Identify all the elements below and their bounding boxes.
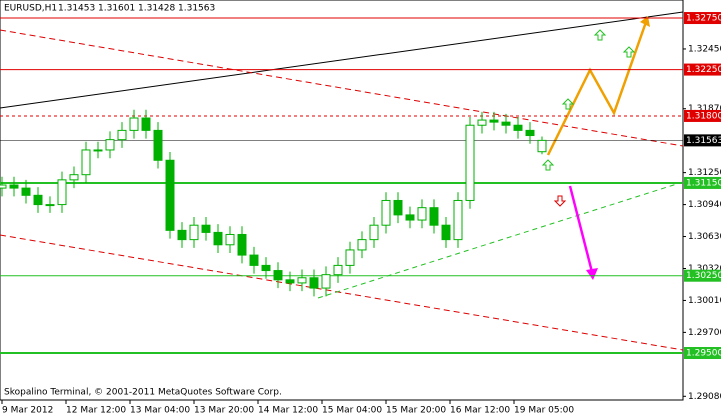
candle-body bbox=[201, 224, 211, 233]
x-tick-label: 12 Mar 12:00 bbox=[66, 406, 126, 416]
candle-body bbox=[21, 187, 31, 196]
candle-body bbox=[237, 233, 247, 256]
candle-body bbox=[117, 129, 127, 141]
y-tick-label: 1.31250 bbox=[688, 168, 721, 178]
candle-body bbox=[249, 254, 259, 266]
y-tick-label: 1.29700 bbox=[688, 328, 721, 338]
level-label-box bbox=[684, 269, 721, 282]
candle-body bbox=[189, 224, 199, 241]
candle-body bbox=[477, 119, 487, 126]
level-label-box bbox=[684, 347, 721, 360]
symbol: EURUSD,H1 bbox=[4, 4, 57, 14]
candle-body bbox=[441, 224, 451, 241]
trend-line bbox=[317, 181, 684, 299]
x-tick-label: 15 Mar 04:00 bbox=[322, 406, 382, 416]
candle-body bbox=[453, 199, 463, 241]
candle-body bbox=[333, 264, 343, 276]
y-tick-label: 1.30940 bbox=[688, 200, 721, 210]
candle-body bbox=[417, 207, 427, 221]
trend-line bbox=[0, 29, 684, 147]
level-label-box bbox=[684, 109, 721, 122]
candle-body bbox=[213, 231, 223, 246]
candle-body bbox=[141, 117, 151, 131]
candle-body bbox=[129, 117, 139, 131]
candle-body bbox=[273, 270, 283, 281]
candle-body bbox=[309, 277, 319, 289]
candle-body bbox=[165, 159, 175, 231]
candle-body bbox=[45, 204, 55, 207]
candle-body bbox=[93, 149, 103, 152]
y-tick-label: 1.30010 bbox=[688, 296, 721, 306]
level-label-box bbox=[684, 12, 721, 25]
candle-body bbox=[0, 184, 7, 189]
plot-frame bbox=[0, 0, 684, 401]
candle-body bbox=[321, 274, 331, 289]
candle-body bbox=[153, 129, 163, 161]
down-signal bbox=[553, 195, 567, 207]
level-label-box bbox=[684, 134, 721, 147]
ohlc-value: 1.31563 bbox=[178, 4, 215, 14]
candle-body bbox=[489, 119, 499, 123]
candle-body bbox=[393, 199, 403, 216]
y-tick-label: 1.30630 bbox=[688, 232, 721, 242]
x-tick-label: 14 Mar 12:00 bbox=[258, 406, 318, 416]
candle-body bbox=[69, 174, 79, 181]
candle-body bbox=[525, 129, 535, 137]
candle-body bbox=[261, 264, 271, 272]
x-tick-label: 13 Mar 04:00 bbox=[130, 406, 190, 416]
candle-body bbox=[105, 139, 115, 151]
candle-body bbox=[501, 121, 511, 126]
candle-body bbox=[513, 124, 523, 131]
candle-body bbox=[345, 249, 355, 266]
candle-body bbox=[357, 239, 367, 251]
ohlc-value: 1.31601 bbox=[98, 4, 135, 14]
candle-body bbox=[429, 207, 439, 226]
level-label-box bbox=[684, 176, 721, 189]
candle-body bbox=[81, 149, 91, 176]
y-tick-label: 1.30320 bbox=[688, 264, 721, 274]
x-tick-label: 13 Mar 20:00 bbox=[194, 406, 254, 416]
forecast-arrow bbox=[568, 185, 594, 273]
arrow-head bbox=[586, 268, 598, 280]
x-tick-label: 15 Mar 20:00 bbox=[386, 406, 446, 416]
arrow-head bbox=[640, 16, 650, 27]
candle-body bbox=[369, 224, 379, 241]
level-label: 1.32750 bbox=[686, 14, 721, 24]
level-label: 1.31800 bbox=[686, 111, 721, 121]
level-label: 1.31563 bbox=[686, 136, 721, 146]
level-label: 1.29500 bbox=[686, 349, 721, 359]
candle-body bbox=[33, 194, 43, 206]
ohlc-value: 1.31453 bbox=[58, 4, 95, 14]
candle-body bbox=[405, 214, 415, 221]
x-tick-label: 9 Mar 2012 bbox=[2, 406, 53, 416]
level-label-box bbox=[684, 63, 721, 76]
level-label: 1.32250 bbox=[686, 65, 721, 75]
candle-body bbox=[57, 179, 67, 206]
y-tick-label: 1.29080 bbox=[688, 392, 721, 402]
trend-lines bbox=[0, 11, 684, 351]
candle-body bbox=[465, 124, 475, 201]
trend-line bbox=[0, 234, 684, 351]
ohlc-value: 1.31428 bbox=[138, 4, 175, 14]
level-label: 1.30250 bbox=[686, 271, 721, 281]
up-signal bbox=[541, 29, 636, 171]
trend-line bbox=[0, 11, 684, 109]
forecast-arrow bbox=[546, 21, 648, 156]
x-tick-label: 16 Mar 12:00 bbox=[450, 406, 510, 416]
candle-body bbox=[225, 233, 235, 246]
candle-body bbox=[381, 199, 391, 226]
level-label: 1.31150 bbox=[686, 178, 721, 188]
copyright: Skopalino Terminal, © 2001-2011 MetaQuot… bbox=[4, 388, 282, 398]
candle-body bbox=[9, 184, 19, 189]
x-tick-label: 19 Mar 05:00 bbox=[514, 406, 574, 416]
y-tick-label: 1.32450 bbox=[688, 44, 721, 54]
candle-body bbox=[297, 277, 307, 284]
candle-body bbox=[285, 279, 295, 284]
y-tick-label: 1.31870 bbox=[688, 104, 721, 114]
candle-body bbox=[177, 229, 187, 241]
candle-body bbox=[537, 139, 547, 153]
